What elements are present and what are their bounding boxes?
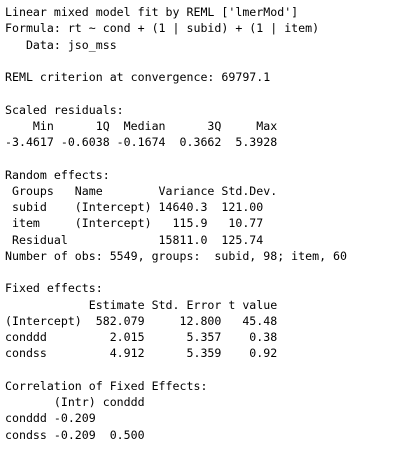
blank-line	[5, 53, 416, 69]
correlation-row-conddd: conddd -0.209	[5, 411, 145, 426]
blank-line	[5, 362, 416, 378]
blank-line	[5, 85, 416, 101]
blank-line	[5, 264, 416, 280]
blank-line	[5, 150, 416, 166]
fixed-effects-row-conddd: conddd 2.015 5.357 0.38	[5, 330, 278, 344]
random-effects-header-row: Groups Name Variance Std.Dev.	[5, 183, 278, 198]
scaled-residuals-heading: Scaled residuals:	[5, 102, 124, 117]
reml-criterion: REML criterion at convergence: 69797.1	[5, 70, 271, 84]
scaled-residuals-values-row: -3.4617 -0.6038 -0.1674 0.3662 5.3928	[5, 135, 278, 149]
random-effects-row-item: item (Intercept) 115.9 10.77	[5, 216, 278, 231]
fixed-effects-header-row: Estimate Std. Error t value	[5, 297, 278, 312]
random-effects-row-subid: subid (Intercept) 14640.3 121.00	[5, 200, 278, 214]
fixed-effects-heading: Fixed effects:	[5, 281, 103, 296]
correlation-header-row: (Intr) conddd	[5, 395, 145, 409]
fixed-effects-row-intercept: (Intercept) 582.079 12.800 45.48	[5, 313, 278, 328]
correlation-row-condss: condss -0.209 0.500	[5, 427, 145, 442]
scaled-residuals-header-row: Min 1Q Median 3Q Max	[5, 118, 278, 133]
model-title: Linear mixed model fit by REML ['lmerMod…	[5, 5, 299, 19]
random-effects-heading: Random effects:	[5, 167, 110, 182]
random-effects-row-residual: Residual 15811.0 125.74	[5, 232, 278, 247]
model-formula: Formula: rt ~ cond + (1 | subid) + (1 | …	[5, 21, 320, 36]
number-of-observations: Number of obs: 5549, groups: subid, 98; …	[5, 248, 348, 263]
fixed-effects-row-condss: condss 4.912 5.359 0.92	[5, 346, 278, 361]
correlation-heading: Correlation of Fixed Effects:	[5, 378, 208, 393]
model-data: Data: jso_mss	[5, 37, 117, 52]
